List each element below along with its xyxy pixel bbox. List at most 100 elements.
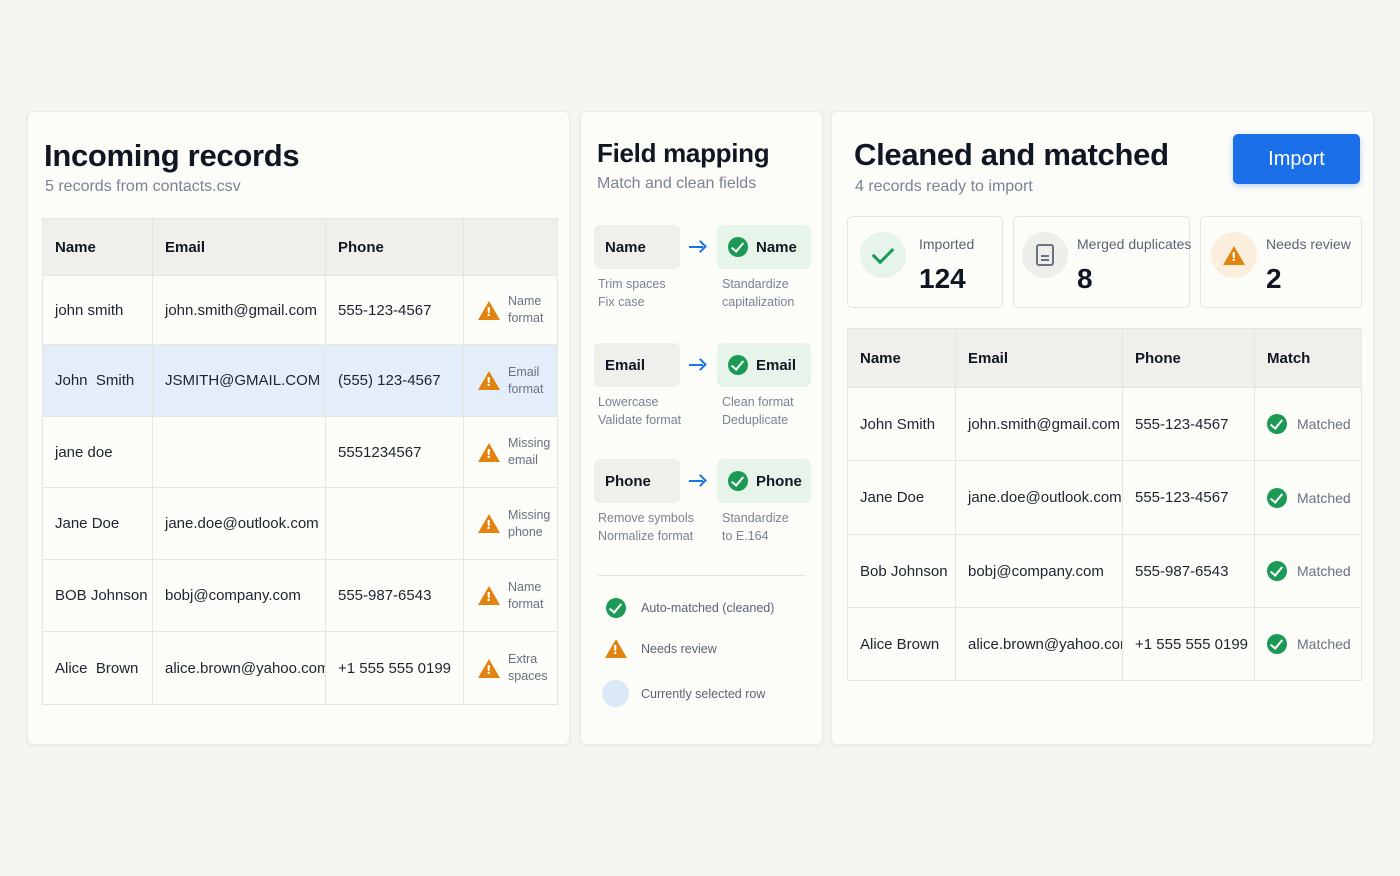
table-row[interactable]: Jane Doe jane.doe@outlook.com 555-123-45…	[847, 460, 1362, 535]
cell-email: john.smith@gmail.com	[955, 387, 1123, 461]
check-circle-icon	[1267, 634, 1287, 654]
cell-name: BOB Johnson	[42, 559, 153, 632]
cell-name: Alice Brown	[42, 631, 153, 705]
cleaned-table: Name Email Phone Match John Smith john.s…	[847, 328, 1362, 681]
cell-match: Matched	[1254, 460, 1362, 535]
match-status: Matched	[1297, 416, 1351, 432]
cell-match: Matched	[1254, 534, 1362, 608]
issue-label: format	[508, 596, 544, 611]
cell-email: alice.brown@yahoo.com	[955, 607, 1123, 681]
source-note: Lowercase	[598, 395, 659, 409]
issue-label: Missing	[508, 507, 551, 522]
arrow-right-icon	[687, 237, 709, 257]
match-status: Matched	[1297, 489, 1351, 506]
warning-icon	[478, 658, 500, 678]
table-row[interactable]: jane doe 5551234567 Missing email	[42, 416, 558, 488]
source-field-label: Email	[605, 356, 646, 374]
document-icon	[1022, 232, 1068, 278]
check-circle-icon	[728, 471, 748, 491]
target-field-chip[interactable]: Phone	[717, 459, 811, 503]
issue-label: Missing	[508, 436, 551, 450]
stat-value: 124	[919, 263, 966, 294]
divider	[598, 575, 806, 576]
target-notes: Standardize to E.164	[722, 510, 789, 545]
cell-email: john.smith@gmail.com	[152, 275, 326, 345]
target-field-chip[interactable]: Name	[717, 225, 811, 269]
warning-icon	[478, 442, 500, 462]
selection-swatch-icon	[602, 680, 629, 707]
mapping-subtitle: Match and clean fields	[597, 175, 757, 192]
cell-name: Jane Doe	[847, 460, 956, 535]
cell-email: JSMITH@GMAIL.COM	[152, 344, 326, 417]
import-button[interactable]: Import	[1233, 134, 1360, 184]
cell-phone	[325, 487, 464, 560]
check-circle-icon	[1267, 487, 1287, 508]
cell-name: jane doe	[42, 416, 153, 488]
col-header-name[interactable]: Name	[847, 328, 956, 388]
stat-label: Needs review	[1266, 236, 1351, 252]
source-field-chip[interactable]: Email	[594, 343, 680, 387]
table-row[interactable]: Bob Johnson bobj@company.com 555-987-654…	[847, 534, 1362, 608]
issue-label: phone	[508, 524, 543, 539]
col-header-email[interactable]: Email	[955, 328, 1123, 388]
warning-icon	[604, 639, 627, 658]
table-row[interactable]: Jane Doe jane.doe@outlook.com Missing pho…	[42, 487, 558, 560]
target-note: Deduplicate	[722, 412, 789, 427]
cell-email: jane.doe@outlook.com	[955, 460, 1123, 535]
check-circle-icon	[1267, 414, 1287, 434]
table-row[interactable]: john smith john.smith@gmail.com 555-123-…	[42, 275, 558, 345]
table-row[interactable]: BOB Johnson bobj@company.com 555-987-654…	[42, 559, 558, 632]
incoming-records-panel: Incoming records 5 records from contacts…	[27, 111, 570, 745]
table-row[interactable]: Alice Brown alice.brown@yahoo.com +1 555…	[847, 607, 1362, 681]
target-note: Standardize	[722, 277, 789, 291]
cell-email: bobj@company.com	[152, 559, 326, 632]
mapping-title: Field mapping	[597, 138, 770, 168]
warning-icon	[478, 371, 500, 390]
cell-phone: 555-987-6543	[1122, 534, 1255, 608]
incoming-subtitle: 5 records from contacts.csv	[45, 178, 241, 195]
col-header-phone[interactable]: Phone	[1122, 328, 1255, 388]
col-header-name[interactable]: Name	[42, 218, 153, 276]
check-icon	[860, 232, 906, 278]
source-field-chip[interactable]: Phone	[594, 459, 680, 503]
incoming-table: Name Email Phone john smith john.smith@g…	[42, 218, 558, 705]
match-status: Matched	[1297, 563, 1351, 579]
table-row[interactable]: John Smith john.smith@gmail.com 555-123-…	[847, 387, 1362, 461]
source-note: Remove symbols	[598, 511, 694, 525]
arrow-right-icon	[687, 471, 709, 491]
target-notes: Standardize capitalization	[722, 276, 794, 311]
cell-phone: 555-123-4567	[325, 275, 464, 345]
source-field-chip[interactable]: Name	[594, 225, 680, 269]
source-note: Validate format	[598, 412, 682, 427]
check-circle-icon	[605, 598, 626, 618]
cell-name: Bob Johnson	[847, 534, 956, 608]
target-note: capitalization	[722, 294, 795, 309]
cell-phone: 555-123-4567	[1122, 460, 1255, 535]
legend-label: Auto-matched (cleaned)	[641, 601, 775, 615]
col-header-match[interactable]: Match	[1254, 328, 1362, 388]
check-circle-icon	[1267, 561, 1287, 581]
target-field-chip[interactable]: Email	[717, 343, 811, 387]
cleaned-subtitle: 4 records ready to import	[855, 178, 1033, 195]
issue-label: Email	[508, 364, 540, 379]
stat-card-imported: Imported 124	[847, 216, 1003, 308]
issue-label: Name	[508, 294, 542, 308]
incoming-title: Incoming records	[44, 138, 300, 173]
cell-match: Matched	[1254, 387, 1362, 461]
cell-email: bobj@company.com	[955, 534, 1123, 608]
target-notes: Clean format Deduplicate	[722, 394, 794, 429]
cell-name: John Smith	[42, 344, 153, 417]
cell-issue: Missing email	[463, 416, 558, 488]
cell-match: Matched	[1254, 607, 1362, 681]
target-field-label: Name	[756, 238, 797, 256]
field-mapping-panel: Field mapping Match and clean fields Nam…	[580, 111, 823, 745]
cell-issue: Name format	[463, 559, 558, 632]
table-row-selected[interactable]: John Smith JSMITH@GMAIL.COM (555) 123-45…	[42, 344, 558, 417]
legend-needs-review: Needs review	[602, 639, 717, 658]
warning-icon	[478, 586, 500, 605]
issue-label: Name	[508, 579, 542, 594]
cell-phone: 555-987-6543	[325, 559, 464, 632]
col-header-phone[interactable]: Phone	[325, 218, 464, 276]
col-header-email[interactable]: Email	[152, 218, 326, 276]
table-row[interactable]: Alice Brown alice.brown@yahoo.com +1 555…	[42, 631, 558, 705]
